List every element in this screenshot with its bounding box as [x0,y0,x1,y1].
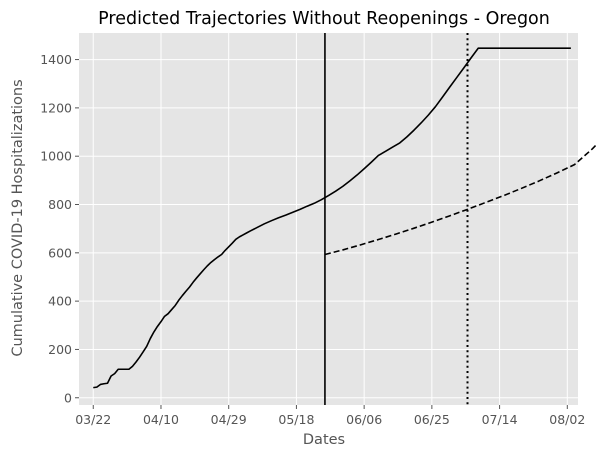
y-axis-label: Cumulative COVID-19 Hospitalizations [10,79,26,356]
plot-area [79,33,578,405]
x-tick-label: 04/10 [143,412,179,427]
x-tick-label: 04/29 [211,412,247,427]
x-tick-label: 08/02 [549,412,585,427]
y-tick-label: 800 [48,197,72,212]
x-tick-label: 03/22 [75,412,111,427]
y-tick-label: 400 [48,294,72,309]
x-tick-label: 05/18 [278,412,314,427]
x-axis-label: Dates [303,432,345,448]
x-tick-label: 06/25 [414,412,450,427]
y-tick-label: 1200 [40,100,72,115]
chart-title: Predicted Trajectories Without Reopening… [98,9,550,29]
y-tick-label: 1400 [40,52,72,67]
grid [79,33,578,405]
y-tick-label: 1000 [40,149,72,164]
series-line-dashed [324,144,596,256]
x-tick-label: 06/06 [346,412,382,427]
reference-lines [324,33,469,405]
series-lines [93,47,596,389]
x-tick-label: 07/14 [482,412,518,427]
x-axis-ticks: 03/22 04/10 04/29 05/18 06/06 06/25 07/14 08/02 [75,405,585,427]
y-tick-label: 600 [48,245,72,260]
y-tick-label: 0 [64,390,72,405]
series-line-solid [93,47,571,389]
y-axis-ticks: 0 200 400 600 800 1000 1200 1400 [40,52,79,405]
y-tick-label: 200 [48,342,72,357]
